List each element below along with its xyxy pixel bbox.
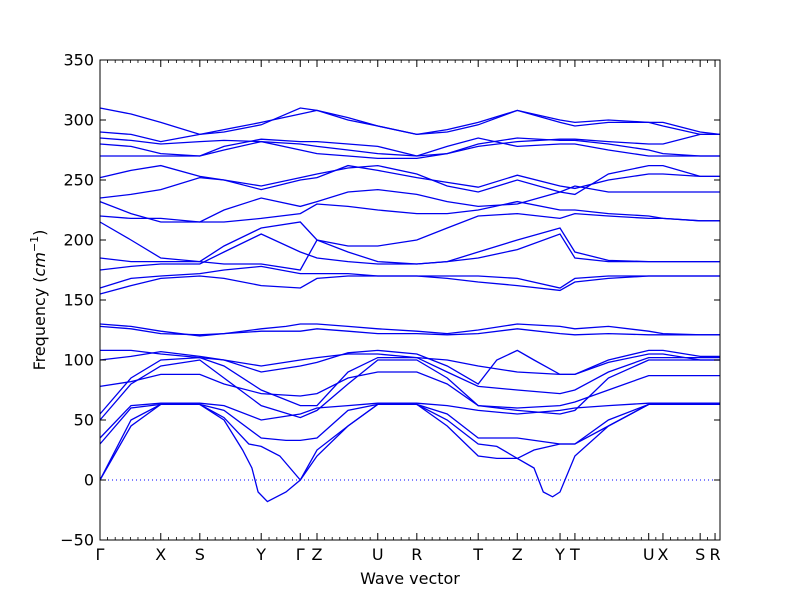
band-line-14	[99, 233, 720, 271]
band-line-24	[99, 109, 721, 143]
x-tick-label: X	[155, 545, 166, 564]
x-tick-label: Z	[512, 545, 523, 564]
band-line-21	[100, 137, 720, 160]
y-tick-label: −50	[60, 531, 94, 550]
y-tick-label: 350	[63, 51, 94, 70]
x-tick-label: T	[569, 545, 580, 564]
band-line-2	[99, 403, 720, 503]
band-line-16	[99, 212, 720, 263]
y-tick-label: 0	[84, 471, 94, 490]
band-line-18	[99, 185, 720, 223]
band-line-8	[99, 349, 720, 385]
band-line-15	[99, 227, 720, 271]
x-tick-label: Z	[312, 545, 323, 564]
x-tick-label: U	[372, 545, 384, 564]
band-line-25	[99, 107, 720, 136]
plot-frame	[99, 59, 721, 541]
x-tick-label: S	[695, 545, 705, 564]
x-tick-label: S	[195, 545, 205, 564]
x-tick-label: Γ	[296, 545, 305, 564]
y-ticks: −50 0 50 100 150 200 250 300 350	[60, 51, 720, 550]
band-line-4	[99, 402, 720, 439]
band-line-7	[99, 371, 720, 409]
band-line-20	[99, 164, 720, 191]
band-line-9	[100, 349, 720, 376]
band-line-23	[99, 137, 720, 157]
band-line-3	[99, 403, 720, 445]
x-tick-label: Y	[554, 545, 565, 564]
band-line-11	[99, 325, 720, 336]
y-tick-label: 50	[74, 411, 94, 430]
y-tick-label: 200	[63, 231, 94, 250]
y-axis-label-exponent: −1	[28, 236, 41, 252]
x-tick-label: T	[472, 545, 483, 564]
x-tick-label: X	[657, 545, 668, 564]
x-tick-label: R	[709, 545, 720, 564]
x-tick-label: Γ	[96, 545, 105, 564]
y-axis-label-unit: cm	[30, 252, 49, 276]
y-axis-label: Frequency (cm−1)	[28, 230, 49, 371]
y-tick-label: 300	[63, 111, 94, 130]
band-line-5	[99, 359, 720, 421]
x-axis-label: Wave vector	[360, 569, 460, 588]
band-line-6	[99, 356, 720, 415]
x-tick-label: R	[411, 545, 422, 564]
y-axis-label-text: Frequency	[30, 288, 49, 371]
band-line-17	[99, 200, 720, 223]
x-tick-label: Y	[255, 545, 266, 564]
y-tick-label: 100	[63, 351, 94, 370]
band-line-12	[99, 275, 720, 295]
band-lines	[99, 107, 721, 503]
y-tick-label: 250	[63, 171, 94, 190]
band-line-19	[99, 164, 720, 199]
y-tick-label: 150	[63, 291, 94, 310]
x-tick-label: U	[643, 545, 655, 564]
band-line-13	[99, 265, 720, 289]
